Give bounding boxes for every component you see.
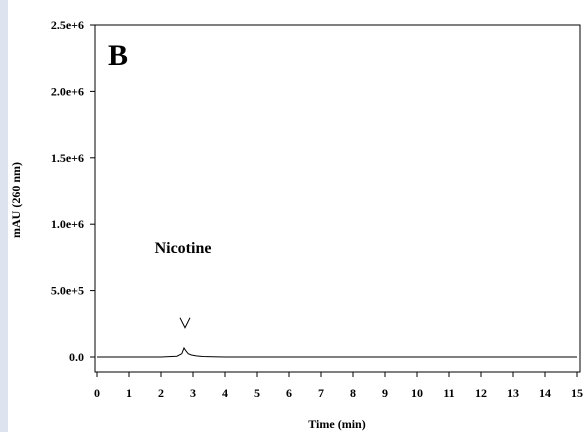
y-tick-label: 0.0 (69, 350, 84, 364)
peak-marker-v (179, 317, 191, 329)
panel-letter: B (108, 39, 128, 72)
x-tick-label: 8 (350, 386, 356, 400)
x-axis-title: Time (min) (308, 417, 365, 431)
x-tick-label: 4 (222, 386, 228, 400)
x-tick-label: 6 (286, 386, 292, 400)
x-tick-label: 0 (94, 386, 100, 400)
x-tick-label: 2 (158, 386, 164, 400)
y-axis: 0.0 5.0e+5 1.0e+6 1.5e+6 2.0e+6 2.5e+6 (51, 18, 95, 364)
y-tick-label: 2.5e+6 (51, 18, 84, 32)
chromatogram-trace (97, 346, 577, 358)
x-tick-label: 3 (190, 386, 196, 400)
x-tick-label: 1 (126, 386, 132, 400)
y-tick-label: 1.5e+6 (51, 151, 84, 165)
x-tick-label: 13 (507, 386, 519, 400)
x-tick-label: 7 (318, 386, 324, 400)
y-tick-label: 1.0e+6 (51, 217, 84, 231)
x-tick-label: 14 (539, 386, 551, 400)
y-tick-label: 5.0e+5 (51, 284, 84, 298)
y-tick-label: 2.0e+6 (51, 84, 84, 98)
x-tick-label: 11 (443, 386, 454, 400)
y-axis-title: mAU (260 nm) (9, 162, 23, 238)
x-tick-label: 10 (411, 386, 423, 400)
x-tick-label: 9 (382, 386, 388, 400)
x-tick-label: 5 (254, 386, 260, 400)
x-tick-label: 15 (571, 386, 583, 400)
plot-frame (94, 24, 581, 373)
x-axis: 0 1 2 3 4 5 6 7 8 9 10 11 12 13 14 15 (94, 372, 583, 400)
nicotine-peak-label: Nicotine (155, 240, 212, 257)
page-side-strip (0, 0, 8, 432)
x-tick-label: 12 (475, 386, 487, 400)
